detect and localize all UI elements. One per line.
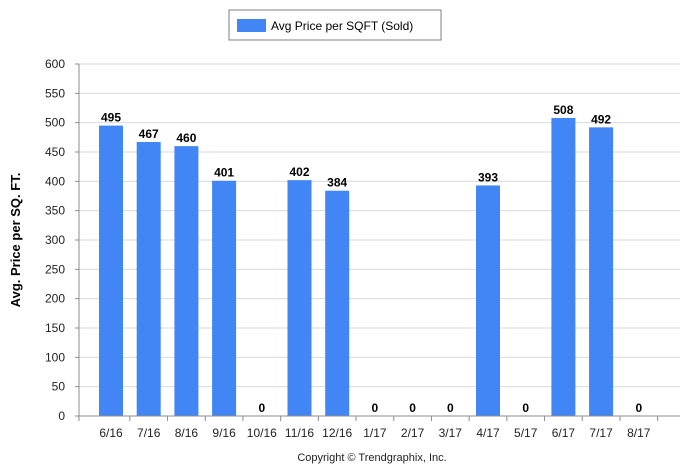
data-label: 384 xyxy=(327,176,347,190)
x-tick-label: 5/17 xyxy=(514,426,538,440)
y-tick-label: 100 xyxy=(45,350,65,364)
y-tick-label: 150 xyxy=(45,321,65,335)
bars xyxy=(99,117,614,417)
y-tick-label: 600 xyxy=(45,57,65,71)
data-label: 0 xyxy=(447,401,454,415)
bar xyxy=(287,180,312,416)
data-label: 492 xyxy=(591,112,611,126)
legend-swatch xyxy=(237,19,266,32)
y-tick-label: 550 xyxy=(45,86,65,100)
bar xyxy=(99,125,123,416)
x-tick-label: 11/16 xyxy=(285,426,314,440)
legend-label: Avg Price per SQFT (Sold) xyxy=(271,19,413,33)
bar xyxy=(589,127,614,417)
x-tick-label: 10/16 xyxy=(247,426,277,440)
y-tick-label: 250 xyxy=(45,262,65,276)
y-tick-label: 0 xyxy=(58,409,65,423)
bar xyxy=(212,180,237,416)
data-label: 460 xyxy=(176,131,196,145)
data-label: 402 xyxy=(289,165,309,179)
y-tick-label: 300 xyxy=(45,233,65,247)
y-tick-label: 350 xyxy=(45,204,65,218)
x-tick-label: 7/16 xyxy=(137,426,161,440)
y-tick-label: 450 xyxy=(45,145,65,159)
x-tick-label: 6/16 xyxy=(99,426,123,440)
x-tick-label: 6/17 xyxy=(552,426,576,440)
x-tick-label: 8/16 xyxy=(175,426,199,440)
data-label: 0 xyxy=(522,401,529,415)
bar xyxy=(174,146,199,416)
data-label: 0 xyxy=(635,401,642,415)
bar xyxy=(476,185,500,416)
y-tick-label: 50 xyxy=(52,380,66,394)
data-label: 495 xyxy=(101,111,121,125)
data-label: 0 xyxy=(409,401,416,415)
bar xyxy=(551,117,576,417)
y-tick-label: 400 xyxy=(45,174,65,188)
x-tick-label: 7/17 xyxy=(589,426,613,440)
data-labels: 495 467 460 401 0 402 384 0 0 0 393 0 508 492 0 xyxy=(101,103,642,415)
y-tick-label: 500 xyxy=(45,116,65,130)
x-tick-label: 12/16 xyxy=(322,426,352,440)
data-label: 401 xyxy=(214,166,234,180)
legend: Avg Price per SQFT (Sold) xyxy=(228,9,442,41)
x-tick-label: 9/16 xyxy=(212,426,236,440)
data-label: 393 xyxy=(478,170,498,184)
data-label: 467 xyxy=(139,127,159,141)
y-axis-title: Avg. Price per SQ. FT. xyxy=(8,173,23,308)
data-label: 0 xyxy=(372,401,379,415)
copyright-footer: Copyright © Trendgraphix, Inc. xyxy=(297,452,446,464)
x-tick-label: 1/17 xyxy=(363,426,387,440)
bar xyxy=(136,142,161,416)
x-tick-label: 4/17 xyxy=(476,426,500,440)
data-label: 508 xyxy=(553,103,573,117)
x-tick-label: 3/17 xyxy=(439,426,463,440)
y-tick-label: 200 xyxy=(45,292,65,306)
x-axis-tick-labels: 6/16 7/16 8/16 9/16 10/16 11/16 12/16 1/17 2/17 3… xyxy=(78,416,659,440)
data-label: 0 xyxy=(258,401,265,415)
x-tick-label: 2/17 xyxy=(401,426,425,440)
axes xyxy=(78,64,680,417)
y-axis-tick-labels: 0 50 100 150 200 250 300 350 400 450 500 550 600 xyxy=(45,57,79,423)
bar xyxy=(325,190,350,416)
x-tick-label: 8/17 xyxy=(627,426,651,440)
